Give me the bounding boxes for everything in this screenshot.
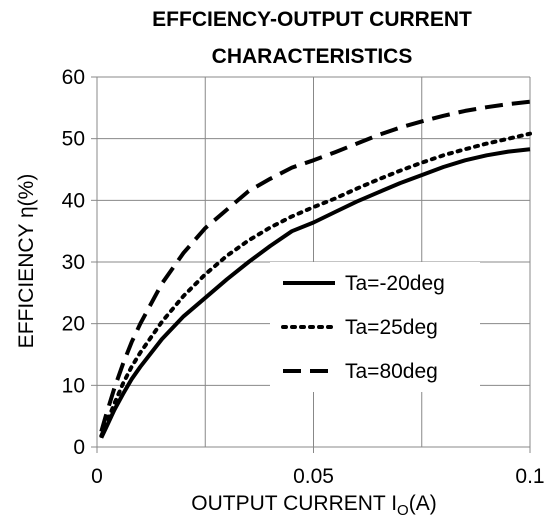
series-line-dotted	[99, 131, 532, 438]
chart-title-line-2: CHARACTERISTICS	[212, 45, 413, 68]
x-axis-label-subscript: O	[397, 502, 409, 519]
series-line-dashed	[99, 99, 531, 433]
chart-title-line-1: EFFCIENCY-OUTPUT CURRENT	[152, 8, 472, 31]
y-tick-label: 40	[62, 189, 85, 212]
y-tick-label: 10	[62, 374, 85, 397]
legend-label: Ta=25deg	[345, 316, 438, 339]
axes	[91, 76, 531, 453]
y-tick-label: 60	[62, 66, 85, 89]
series-lines	[99, 99, 532, 439]
x-axis-label: OUTPUT CURRENT IO(A)	[191, 492, 436, 519]
y-axis-label: EFFICIENCY η(%)	[15, 174, 38, 349]
y-tick-label: 0	[73, 436, 85, 459]
chart-title: EFFCIENCY-OUTPUT CURRENT CHARACTERISTICS	[152, 8, 472, 68]
legend: Ta=-20deg Ta=25deg Ta=80deg	[270, 262, 480, 392]
x-tick-label: 0.1	[515, 465, 544, 488]
tick-labels: 0 10 20 30 40 50 60 0 0.05 0.1	[62, 66, 544, 488]
x-tick-label: 0.05	[293, 465, 334, 488]
series-line-solid	[99, 147, 531, 439]
y-tick-label: 30	[62, 251, 85, 274]
legend-label: Ta=80deg	[345, 360, 438, 383]
y-tick-label: 50	[62, 128, 85, 151]
legend-label: Ta=-20deg	[345, 272, 445, 295]
x-tick-label: 0	[91, 465, 103, 488]
x-axis-label-unit: (A)	[409, 492, 437, 515]
x-axis-label-main: OUTPUT CURRENT I	[191, 492, 397, 515]
y-tick-label: 20	[62, 313, 85, 336]
